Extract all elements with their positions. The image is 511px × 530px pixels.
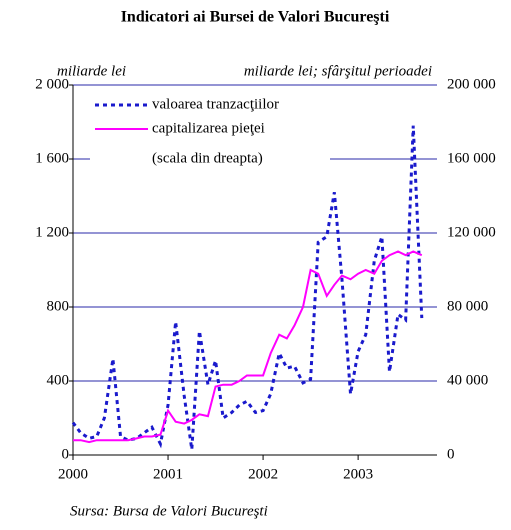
source-note: Sursa: Bursa de Valori Bucureşti: [70, 503, 268, 519]
y2-tick-label: 40 000: [447, 372, 488, 388]
legend-note: (scala din dreapta): [152, 150, 263, 166]
legend-label: capitalizarea pieţei: [152, 120, 265, 136]
y2-axis-label: miliarde lei; sfârşitul perioadei: [244, 63, 432, 79]
x-tick-label: 2003: [343, 466, 373, 482]
y-tick-label: 2 000: [35, 76, 69, 92]
y-tick-label: 1 600: [35, 150, 69, 166]
y2-tick-label: 0: [447, 446, 455, 462]
chart-title: Indicatori ai Bursei de Valori Bucureşti: [121, 9, 390, 26]
y-tick-label: 800: [47, 298, 70, 314]
y-tick-label: 400: [47, 372, 70, 388]
y-tick-label: 1 200: [35, 224, 69, 240]
y2-tick-label: 80 000: [447, 298, 488, 314]
data-line: [73, 250, 423, 444]
y-axis-label: miliarde lei: [57, 63, 126, 79]
y2-tick-label: 200 000: [447, 76, 496, 92]
y-tick-label: 0: [62, 446, 70, 462]
y2-tick-label: 160 000: [447, 150, 496, 166]
x-tick-label: 2000: [58, 466, 88, 482]
legend-box: [90, 93, 330, 178]
legend-label: valoarea tranzacţiilor: [152, 96, 279, 112]
y2-tick-label: 120 000: [447, 224, 496, 240]
x-tick-label: 2001: [153, 466, 183, 482]
data-line: [71, 125, 424, 450]
x-tick-label: 2002: [248, 466, 278, 482]
